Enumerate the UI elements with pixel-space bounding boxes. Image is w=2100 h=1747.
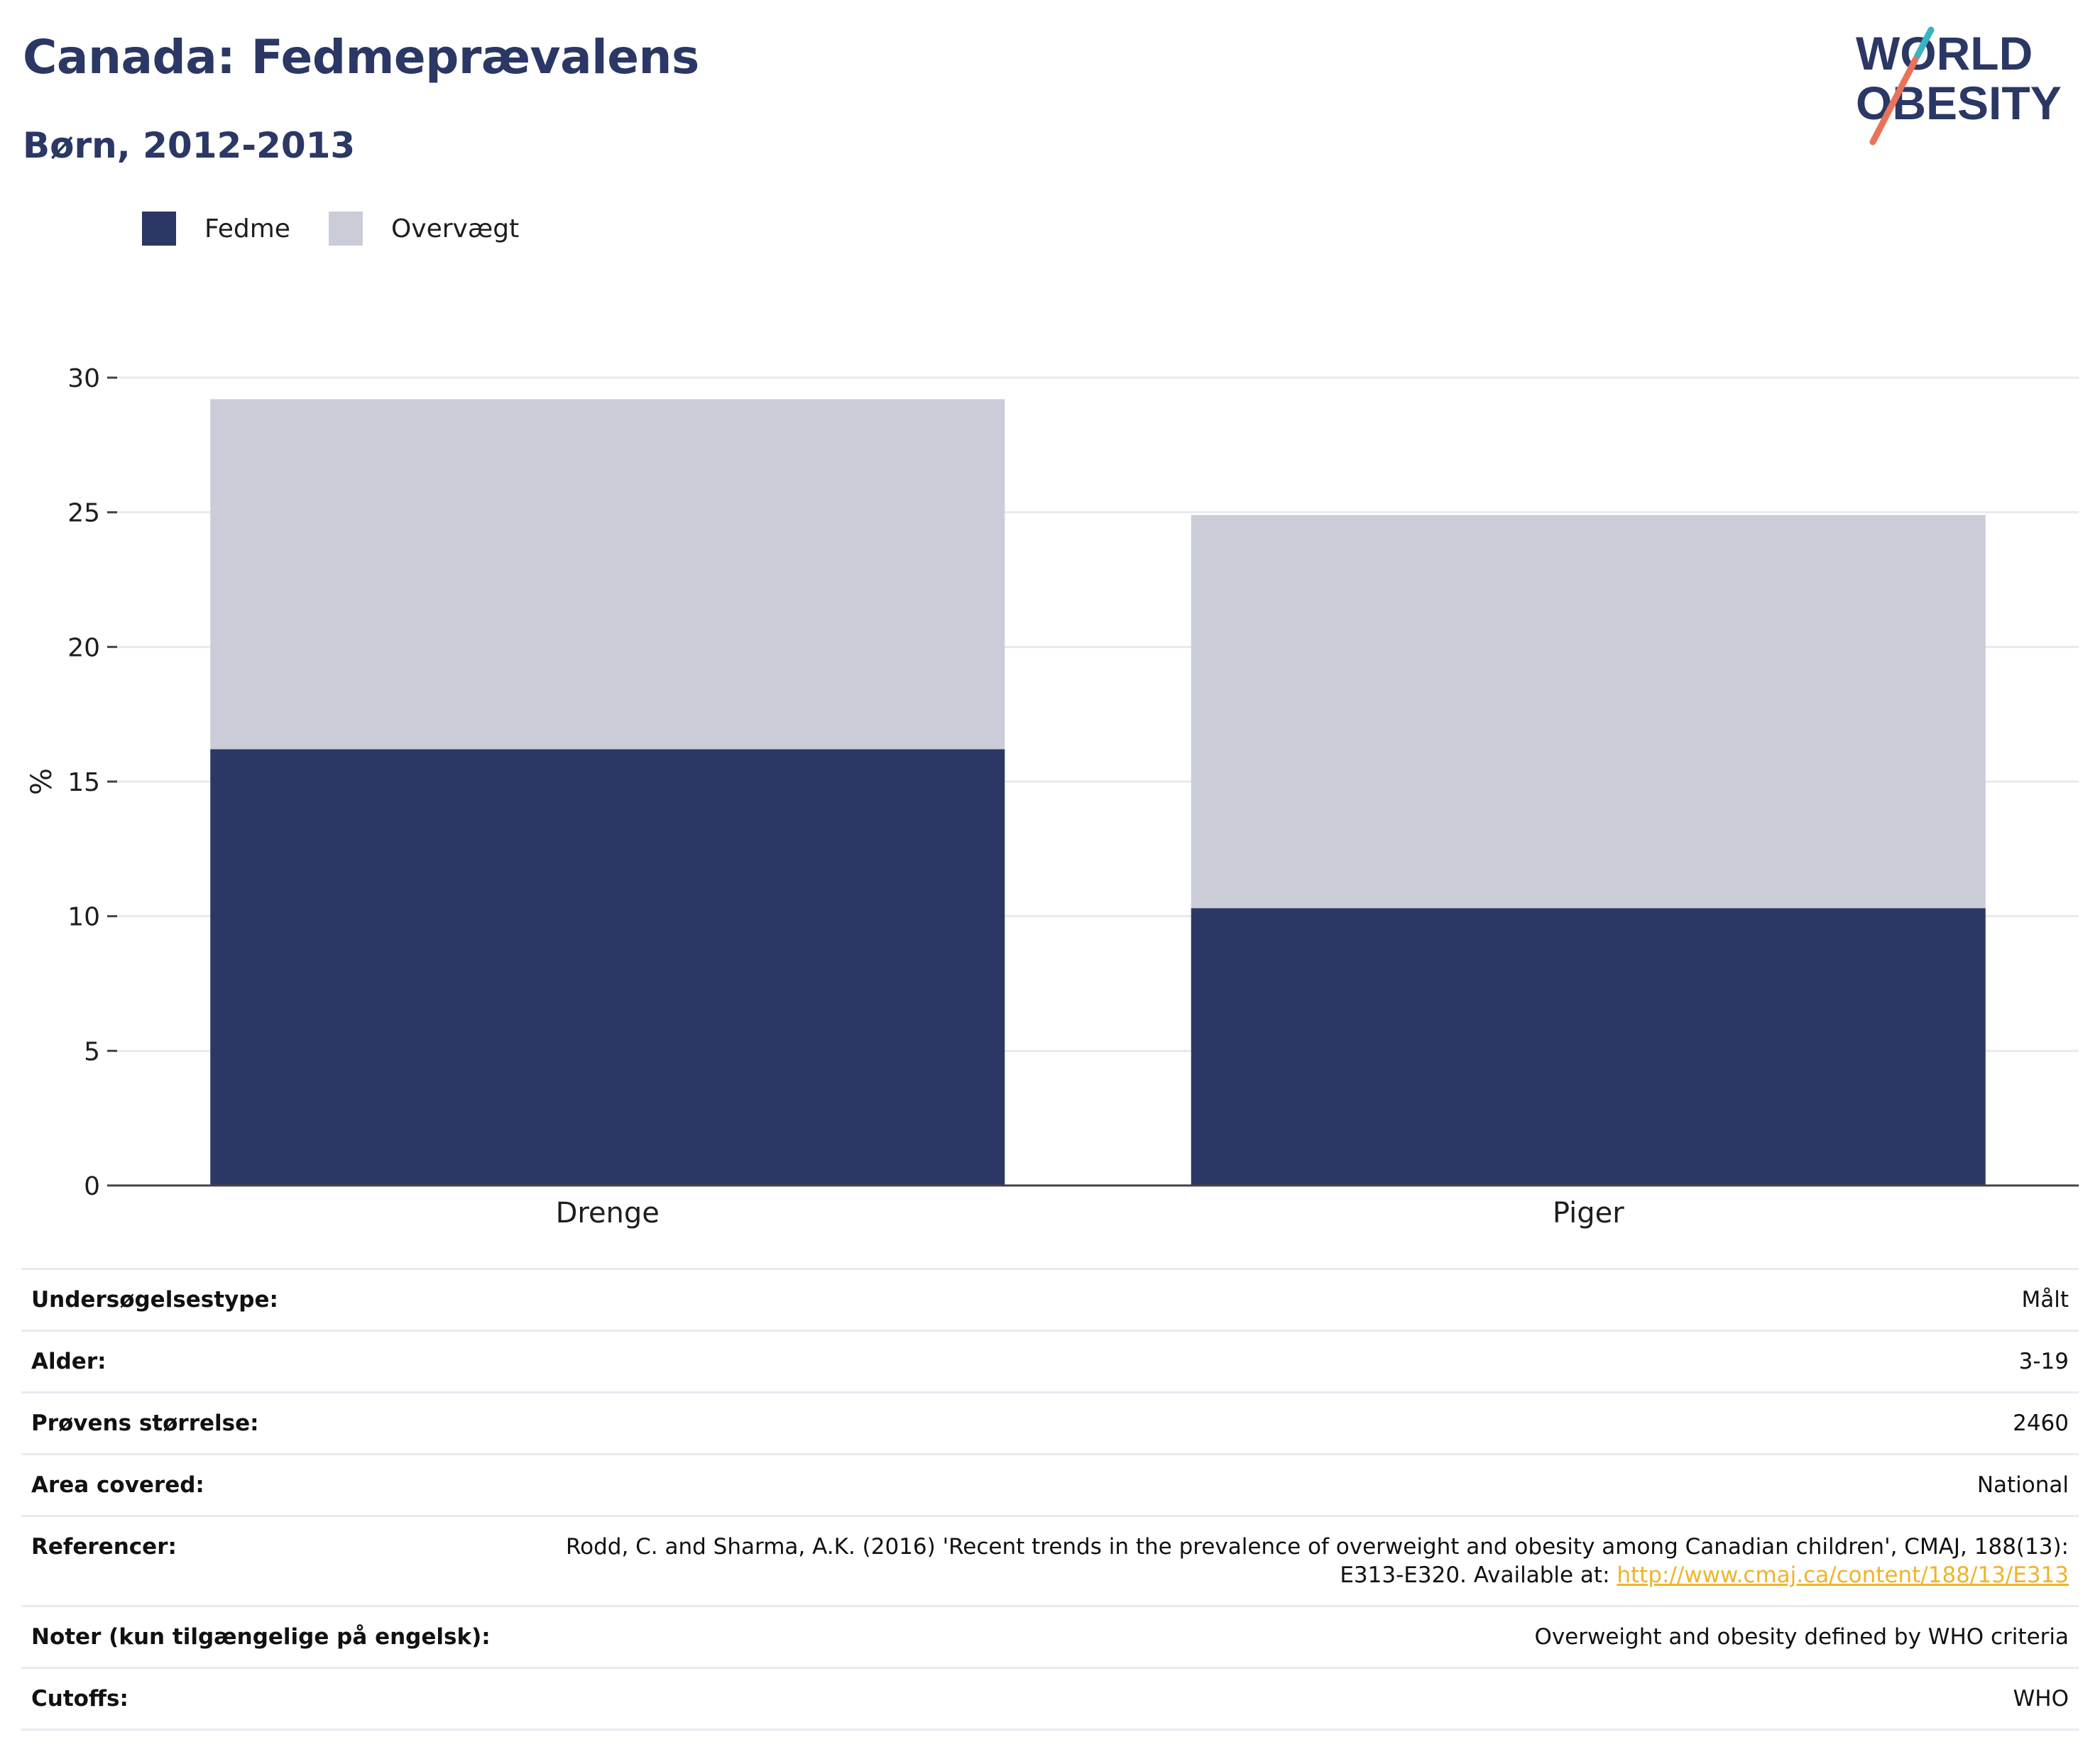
info-value: 3-19 [2018,1349,2069,1374]
logo-slash-bottom [1869,56,1919,146]
logo-word-world: WORLD [1856,27,2033,80]
info-label: Alder: [31,1349,106,1374]
legend-swatch-fedme [142,212,176,246]
legend-swatch-overvaegt [328,212,363,246]
legend-label-fedme: Fedme [204,214,290,243]
chart-legend: Fedme Overvægt [142,210,557,247]
bar-overv-gt-drenge [210,399,1005,750]
y-tick-label: 25 [67,499,100,528]
info-row-sample-size: Prøvens størrelse: 2460 [21,1393,2079,1455]
info-label: Undersøgelsestype: [31,1287,278,1313]
y-tick-label: 15 [67,768,100,797]
chart-subtitle: Børn, 2012-2013 [23,125,356,166]
info-value: WHO [2013,1686,2069,1712]
info-value: National [1976,1472,2069,1498]
y-tick-label: 20 [67,633,100,662]
reference-text: Rodd, C. and Sharma, A.K. (2016) 'Recent… [565,1534,2069,1588]
x-tick-label: Piger [1553,1197,1624,1230]
info-value-reference: Rodd, C. and Sharma, A.K. (2016) 'Recent… [507,1533,2069,1589]
info-label: Referencer: [31,1534,177,1560]
info-row-survey-type: Undersøgelsestype: Målt [21,1270,2079,1332]
info-table: Undersøgelsestype: Målt Alder: 3-19 Prøv… [21,1268,2079,1731]
y-axis-label: % [26,768,58,795]
logo-slash-top [1913,26,1935,60]
info-row-area-covered: Area covered: National [21,1455,2079,1517]
chart-title: Canada: Fedmeprævalens [23,30,699,84]
legend-label-overvaegt: Overvægt [390,214,520,243]
info-value: 2460 [2013,1411,2069,1436]
bar-fedme-piger [1191,908,1986,1185]
stacked-bar-chart: 0 5 10 15 20 25 30% Drenge Piger [26,364,2079,1230]
info-label: Prøvens størrelse: [31,1411,259,1436]
info-value: Overweight and obesity defined by WHO cr… [1534,1624,2069,1650]
y-tick-label: 0 [84,1172,100,1201]
world-obesity-logo: WORLD OBESITY [1856,26,2062,146]
info-row-references: Referencer: Rodd, C. and Sharma, A.K. (2… [21,1517,2079,1607]
info-value: Målt [2021,1287,2069,1313]
info-row-notes: Noter (kun tilgængelige på engelsk): Ove… [21,1607,2079,1669]
bar-overv-gt-piger [1191,515,1986,909]
legend-item-fedme: Fedme [142,212,290,246]
info-row-age: Alder: 3-19 [21,1332,2079,1393]
info-row-cutoffs: Cutoffs: WHO [21,1669,2079,1731]
info-label: Noter (kun tilgængelige på engelsk): [31,1624,491,1650]
legend-item-overvaegt: Overvægt [328,212,520,246]
info-label: Area covered: [31,1472,204,1498]
x-tick-label: Drenge [556,1197,660,1230]
y-tick-label: 5 [84,1037,100,1066]
y-tick-label: 30 [67,364,100,393]
info-label: Cutoffs: [31,1686,128,1712]
reference-link[interactable]: http://www.cmaj.ca/content/188/13/E313 [1617,1562,2069,1588]
y-tick-label: 10 [67,903,100,932]
bar-fedme-drenge [210,749,1005,1185]
